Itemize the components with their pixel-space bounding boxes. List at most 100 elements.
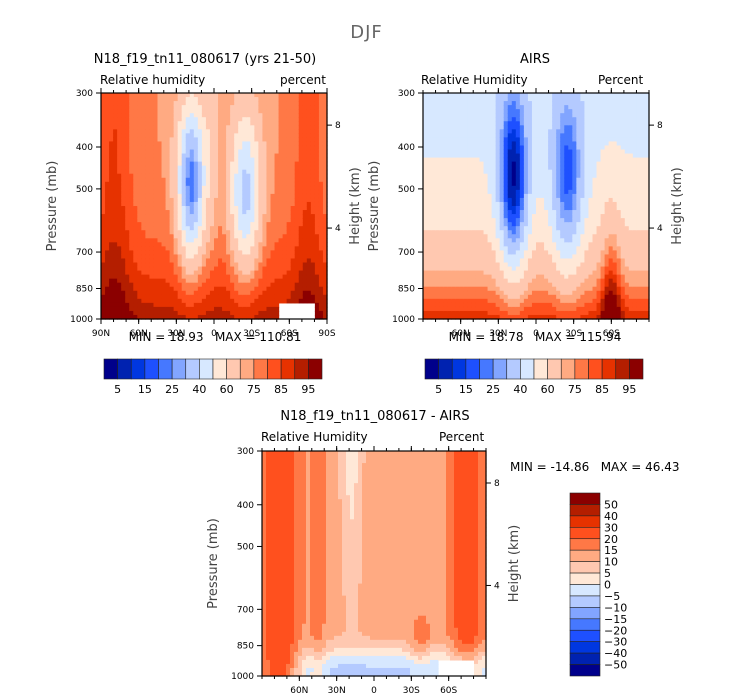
contour-cell <box>121 201 126 207</box>
contour-cell <box>173 129 179 134</box>
contour-cell <box>515 113 521 118</box>
contour-cell <box>491 197 497 203</box>
contour-cell <box>310 129 316 134</box>
contour-cell <box>246 258 251 264</box>
contour-cell <box>318 113 324 118</box>
contour-cell <box>153 306 159 312</box>
contour-cell <box>101 290 106 296</box>
contour-cell <box>129 157 134 163</box>
contour-cell <box>511 201 517 207</box>
contour-cell <box>250 93 255 98</box>
contour-cell <box>185 302 191 308</box>
contour-cell <box>189 254 195 260</box>
contour-cell <box>101 254 106 260</box>
contour-cell <box>463 290 468 296</box>
contour-cell <box>511 133 517 138</box>
contour-cell <box>246 129 251 134</box>
contour-cell <box>270 181 276 187</box>
contour-cell <box>201 206 207 211</box>
contour-cell <box>250 113 255 118</box>
contour-cell <box>218 270 223 276</box>
contour-cell <box>250 206 255 211</box>
contour-cell <box>294 137 300 143</box>
contour-cell <box>503 145 509 151</box>
contour-cell <box>266 157 272 163</box>
contour-cell <box>153 230 159 235</box>
contour-cell <box>157 129 163 134</box>
contour-cell <box>218 161 223 167</box>
contour-cell <box>286 137 292 143</box>
contour-cell <box>523 262 529 268</box>
contour-cell <box>234 105 239 110</box>
contour-cell <box>197 117 203 122</box>
contour-cell <box>105 294 110 300</box>
contour-cell <box>302 226 308 231</box>
contour-cell <box>487 234 493 239</box>
contour-cell <box>519 197 525 203</box>
contour-cell <box>218 173 223 179</box>
contour-cell <box>499 250 505 256</box>
contour-cell <box>298 157 304 163</box>
contour-cell <box>157 201 163 207</box>
contour-cell <box>230 218 235 223</box>
contour-cell <box>286 294 292 300</box>
contour-cell <box>310 141 316 147</box>
contour-cell <box>447 157 452 163</box>
contour-cell <box>282 157 288 163</box>
contour-cell <box>495 129 501 134</box>
contour-cell <box>214 206 219 211</box>
contour-cell <box>181 197 187 203</box>
contour-cell <box>455 137 460 143</box>
contour-cell <box>282 222 288 227</box>
colorbar-label: 25 <box>165 383 179 396</box>
contour-cell <box>306 254 312 260</box>
contour-cell <box>137 314 142 320</box>
contour-cell <box>258 306 264 312</box>
contour-cell <box>201 290 207 296</box>
contour-cell <box>109 206 114 211</box>
contour-cell <box>141 113 146 118</box>
contour-cell <box>234 97 239 102</box>
contour-cell <box>185 113 191 118</box>
contour-cell <box>250 218 255 223</box>
contour-cell <box>439 302 444 308</box>
contour-cell <box>523 302 529 308</box>
contour-cell <box>226 250 231 256</box>
contour-cell <box>145 314 151 320</box>
contour-cell <box>491 121 497 126</box>
contour-cell <box>242 193 247 199</box>
contour-cell <box>519 254 525 260</box>
contour-cell <box>113 234 118 239</box>
contour-cell <box>121 290 126 296</box>
contour-cell <box>250 165 255 171</box>
contour-cell <box>443 238 448 243</box>
contour-cell <box>161 185 167 191</box>
contour-cell <box>527 197 533 203</box>
contour-cell <box>266 254 272 260</box>
contour-cell <box>121 113 126 118</box>
contour-cell <box>302 278 308 284</box>
contour-cell <box>531 145 537 151</box>
contour-cell <box>503 218 509 223</box>
contour-cell <box>197 278 203 284</box>
contour-cell <box>270 206 276 211</box>
contour-cell <box>439 226 444 231</box>
contour-cell <box>310 278 316 284</box>
contour-cell <box>447 177 452 183</box>
contour-cell <box>491 226 497 231</box>
contour-cell <box>540 157 545 163</box>
contour-cell <box>519 314 525 320</box>
contour-cell <box>487 121 493 126</box>
contour-cell <box>153 97 159 102</box>
contour-cell <box>495 97 501 102</box>
contour-cell <box>431 97 436 102</box>
contour-cell <box>238 230 243 235</box>
contour-cell <box>209 290 215 296</box>
contour-cell <box>153 302 159 308</box>
contour-cell <box>491 173 497 179</box>
contour-cell <box>435 258 440 264</box>
contour-cell <box>544 125 549 130</box>
contour-cell <box>322 193 328 199</box>
contour-cell <box>254 282 259 288</box>
contour-cell <box>318 314 324 320</box>
